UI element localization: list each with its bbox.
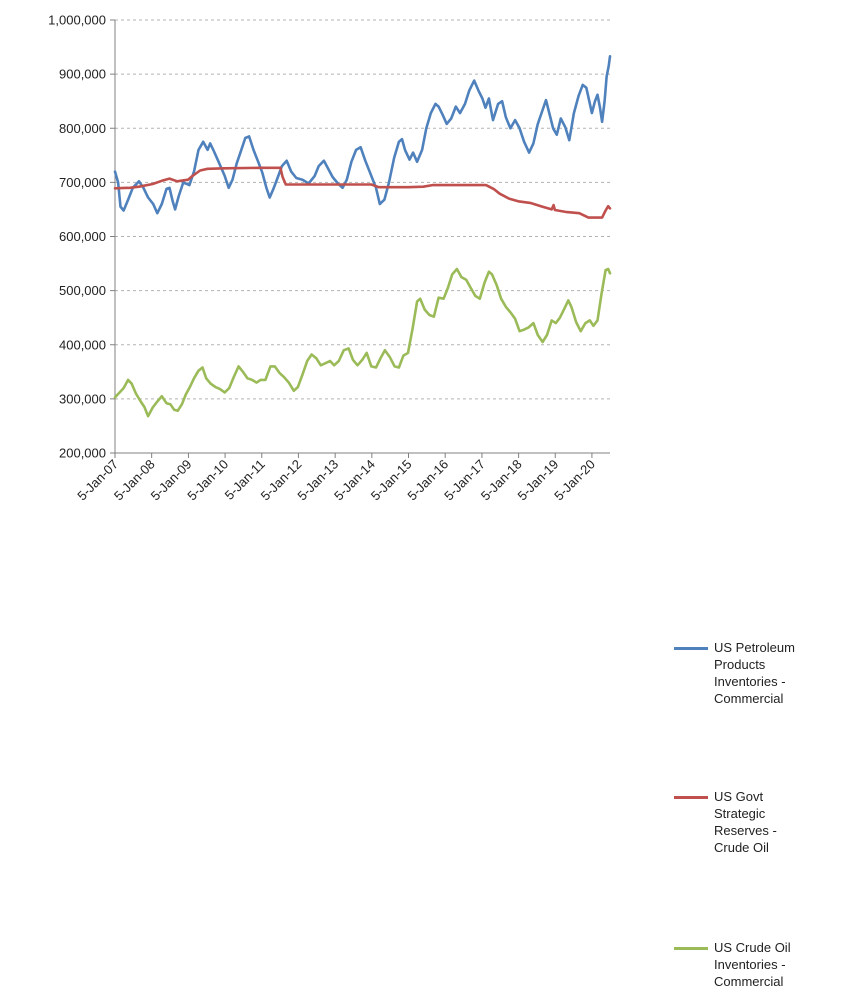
- x-axis-tick-labels: 5-Jan-075-Jan-085-Jan-095-Jan-105-Jan-11…: [74, 457, 598, 504]
- line-chart: 200,000 300,000 400,000 500,000 600,000 700,0…: [48, 13, 612, 504]
- y-tick-label: 500,000: [59, 283, 106, 298]
- y-tick-label: 800,000: [59, 121, 106, 136]
- legend-swatch-crude-oil-inventories: [674, 947, 708, 950]
- y-axis-tick-labels: 200,000 300,000 400,000 500,000 600,000 700,0…: [48, 13, 106, 461]
- gridlines: [115, 19, 610, 400]
- y-tick-label: 900,000: [59, 67, 106, 82]
- series-line-1: [113, 55, 612, 215]
- y-tick-label: 1,000,000: [48, 13, 106, 28]
- series-lines: [113, 55, 612, 418]
- y-tick-label: 300,000: [59, 391, 106, 406]
- legend-label-strategic-reserves: US Govt Strategic Reserves - Crude Oil: [714, 789, 777, 855]
- chart-container: 200,000 300,000 400,000 500,000 600,000 700,0…: [48, 13, 795, 990]
- y-tick-label: 200,000: [59, 446, 106, 461]
- axes: [110, 19, 610, 458]
- legend-label-petroleum-products: US Petroleum Products Inventories - Comm…: [714, 640, 795, 706]
- y-tick-label: 700,000: [59, 175, 106, 190]
- legend-swatch-petroleum-products: [674, 647, 708, 650]
- y-tick-label: 600,000: [59, 229, 106, 244]
- series-line-2: [113, 166, 612, 219]
- x-tick-label: 5-Jan-10: [184, 457, 231, 504]
- x-tick-label: 5-Jan-20: [551, 457, 598, 504]
- series-line-3: [113, 267, 612, 418]
- y-tick-label: 400,000: [59, 337, 106, 352]
- legend-label-crude-oil-inventories: US Crude Oil Inventories - Commercial: [714, 940, 791, 989]
- legend-swatch-strategic-reserves: [674, 796, 708, 799]
